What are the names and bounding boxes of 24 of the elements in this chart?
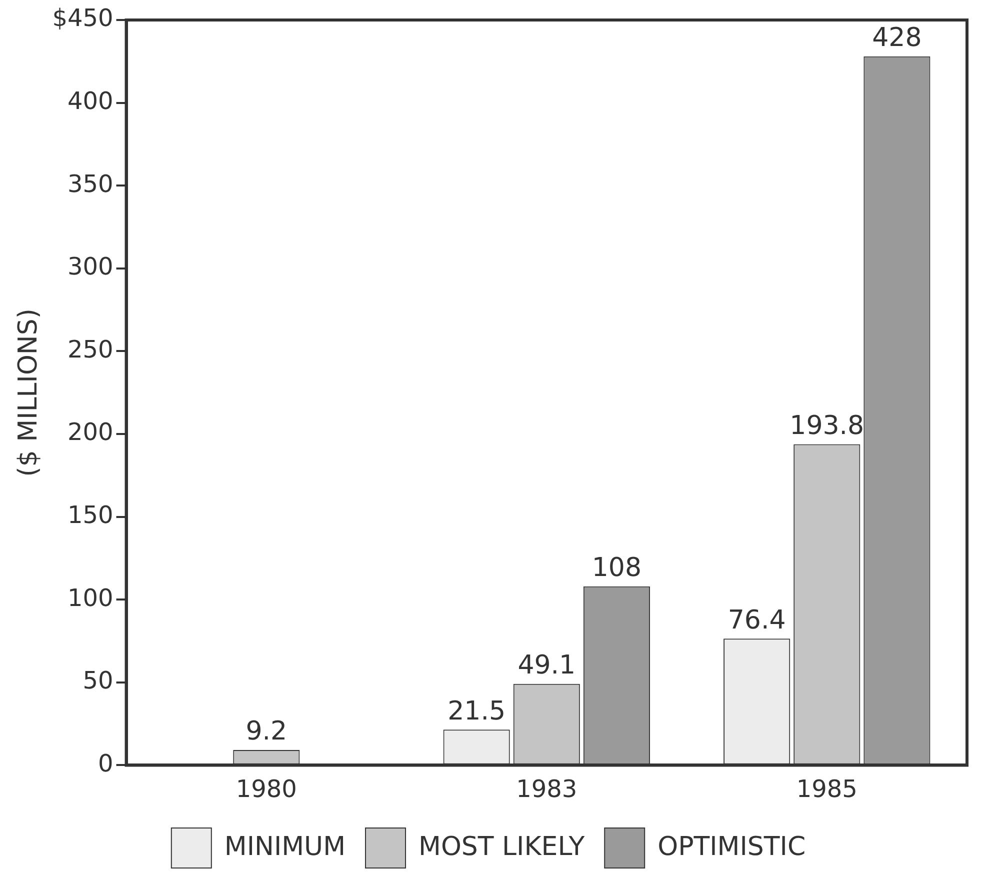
- x-tick-label: 1983: [516, 774, 578, 803]
- data-label: 76.4: [728, 605, 786, 636]
- y-tick-label: 100: [67, 584, 114, 612]
- legend-label: MINIMUM: [224, 832, 346, 862]
- legend-label: MOST LIKELY: [418, 832, 585, 862]
- data-label: 49.1: [518, 650, 576, 681]
- y-tick-label: $450: [52, 4, 114, 32]
- data-label: 9.2: [246, 716, 288, 747]
- x-tick-label: 1985: [796, 774, 858, 803]
- data-label: 108: [592, 553, 642, 584]
- x-tick-label: 1980: [236, 774, 297, 803]
- y-tick-label: 400: [67, 87, 114, 116]
- y-tick-label: 350: [67, 170, 114, 198]
- legend-label: OPTIMISTIC: [658, 832, 806, 862]
- y-tick-label: 200: [67, 418, 114, 446]
- data-label: 428: [872, 23, 922, 54]
- y-tick-label: 50: [82, 666, 114, 695]
- y-tick-label: 250: [67, 335, 114, 364]
- y-tick-label: 150: [67, 501, 114, 530]
- data-label: 21.5: [448, 696, 506, 726]
- y-tick-label: 0: [98, 749, 114, 778]
- y-axis-title: ($ MILLIONS): [13, 308, 44, 477]
- data-label: 193.8: [790, 411, 864, 442]
- y-tick-label: 300: [67, 252, 114, 281]
